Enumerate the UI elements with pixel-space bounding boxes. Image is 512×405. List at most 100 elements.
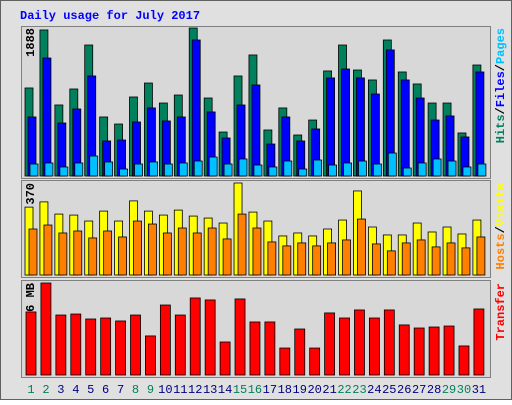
x-tick-label: 4 [72, 383, 79, 397]
bar [130, 314, 141, 376]
bar [163, 163, 173, 177]
x-tick-label: 12 [188, 383, 202, 397]
x-tick-label: 19 [293, 383, 307, 397]
x-tick-label: 24 [367, 383, 381, 397]
bar [223, 163, 233, 177]
bar [115, 320, 126, 376]
x-tick-label: 11 [173, 383, 187, 397]
bar [458, 345, 470, 376]
legend: Transfer [494, 283, 508, 341]
bar [387, 152, 397, 177]
bar [59, 166, 69, 177]
bar [219, 341, 231, 376]
bar [372, 163, 382, 177]
bar [58, 232, 68, 276]
legend-entry: Pages [494, 28, 508, 64]
bar [191, 39, 201, 177]
bar [25, 311, 37, 376]
bar [29, 163, 39, 177]
bar [443, 325, 455, 376]
bar [208, 156, 218, 177]
x-tick-label: 1 [27, 383, 34, 397]
bar [43, 224, 53, 276]
bar [42, 57, 52, 177]
bar [413, 327, 425, 376]
x-tick-label: 13 [203, 383, 217, 397]
bar [85, 318, 97, 376]
bar [251, 84, 261, 177]
x-tick-label: 25 [382, 383, 396, 397]
bar [447, 160, 457, 177]
bar [149, 161, 158, 177]
bar [222, 238, 232, 276]
bar [174, 314, 186, 376]
chart-title: Daily usage for July 2017 [20, 9, 200, 23]
legend-entry: Hosts [494, 233, 508, 269]
x-tick-label: 2 [42, 383, 49, 397]
y-tick-label: 370 [24, 183, 38, 205]
x-tick-label: 7 [117, 383, 124, 397]
bar [432, 158, 442, 177]
x-tick-label: 3 [57, 383, 64, 397]
bar [104, 161, 114, 177]
bar [446, 242, 456, 276]
x-tick-label: 6 [102, 383, 109, 397]
bar [148, 223, 157, 276]
x-tick-label: 20 [307, 383, 321, 397]
x-tick-label: 31 [472, 383, 486, 397]
bar [55, 314, 67, 376]
bar [145, 335, 156, 376]
x-tick-label: 18 [278, 383, 292, 397]
bar [309, 347, 321, 376]
x-tick-label: 8 [132, 383, 139, 397]
bar [371, 243, 381, 276]
x-tick-label: 30 [457, 383, 471, 397]
bar [252, 227, 262, 276]
bar [402, 167, 412, 177]
bar [204, 299, 216, 376]
bar [74, 162, 84, 177]
legend-separator: / [494, 107, 508, 114]
bar [398, 324, 410, 376]
bar [192, 232, 202, 276]
bar [297, 242, 307, 276]
bar [267, 241, 277, 276]
bar [283, 160, 293, 177]
legend-entry: Transfer [494, 283, 508, 341]
bar [40, 282, 52, 376]
x-tick-label: 17 [263, 383, 277, 397]
bar [193, 160, 203, 177]
bar [354, 309, 365, 376]
x-tick-label: 21 [322, 383, 336, 397]
bar [162, 232, 172, 276]
bar [89, 155, 99, 177]
bar [28, 228, 38, 276]
bar [298, 168, 308, 177]
bar [400, 79, 410, 177]
bar [462, 166, 472, 177]
bar [253, 164, 263, 177]
bar [118, 236, 127, 276]
x-tick-label: 29 [442, 383, 456, 397]
x-tick-label: 28 [427, 383, 441, 397]
bar [326, 77, 336, 177]
bar [339, 317, 350, 376]
bar [327, 242, 337, 276]
bar [358, 160, 367, 177]
bar [238, 158, 248, 177]
bar [368, 317, 380, 376]
bar [133, 220, 142, 276]
x-tick-label: 16 [248, 383, 262, 397]
legend-entry: Files [494, 71, 508, 107]
bar [341, 68, 350, 177]
bar [134, 163, 143, 177]
bar [324, 312, 336, 376]
bar [279, 347, 291, 376]
bar [264, 321, 276, 376]
bar [473, 308, 485, 376]
bar [461, 247, 471, 276]
bar [70, 313, 82, 376]
legend-entry: Visits [494, 183, 508, 226]
bar [343, 162, 352, 177]
bar [417, 162, 427, 177]
